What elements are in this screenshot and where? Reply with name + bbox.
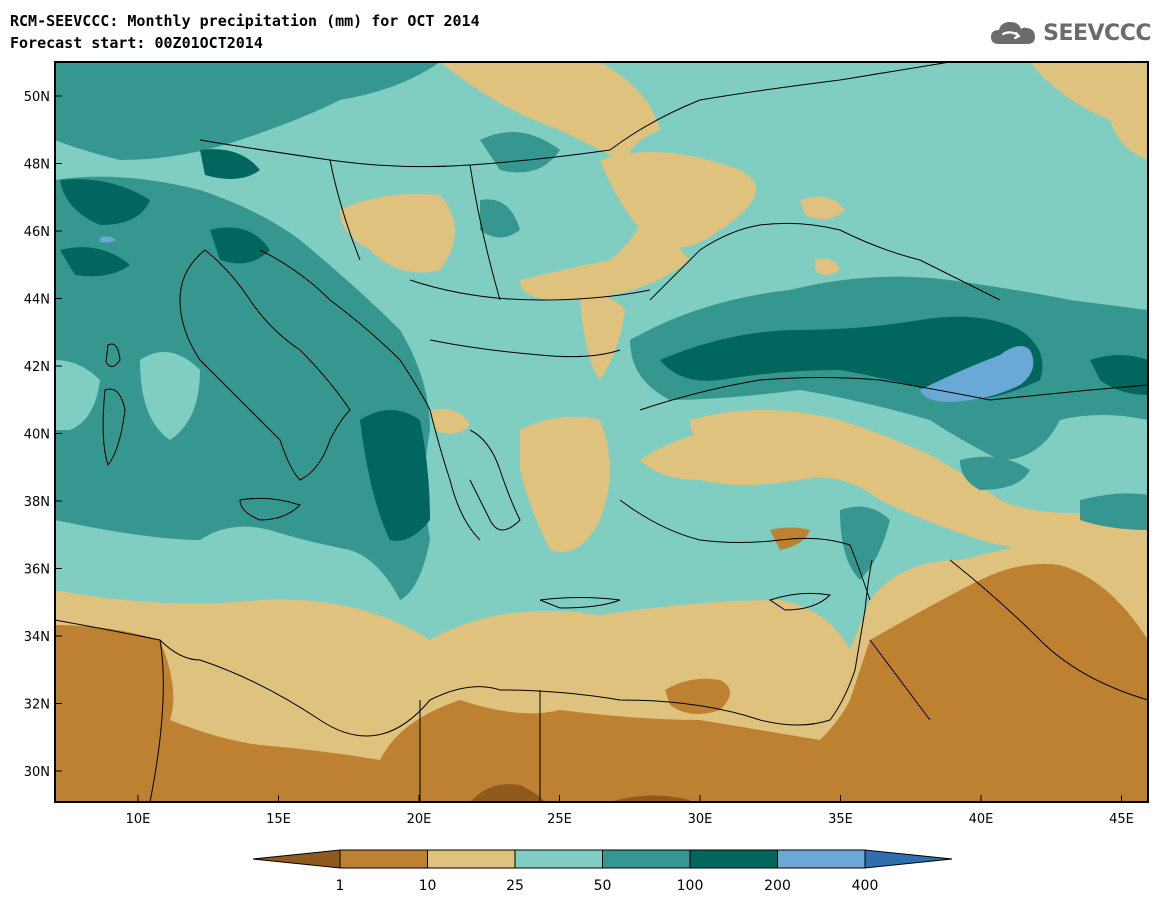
colorbar-label: 400 [852,878,879,894]
colorbar-label: 10 [419,878,437,894]
lon-tick-label: 20E [407,812,432,827]
longitude-axis: 10E 15E 20E 25E 30E 35E 40E 45E [126,795,1134,827]
colorbar-swatch [427,849,516,869]
lat-tick-label: 32N [24,698,50,713]
lat-tick-label: 36N [24,563,50,578]
precipitation-field [55,62,1148,802]
lon-tick-label: 40E [969,812,994,827]
colorbar-swatch [602,849,691,869]
colorbar-legend: 1 10 25 50 100 200 400 [252,849,953,894]
colorbar-over-triangle [864,849,953,869]
forecast-start-subtitle: Forecast start: 00Z01OCT2014 [10,34,263,52]
colorbar-label: 200 [764,878,791,894]
lon-tick-label: 10E [126,812,151,827]
colorbar-label: 1 [336,878,345,894]
lat-tick-label: 30N [24,765,50,780]
lat-tick-label: 42N [24,360,50,375]
lon-tick-label: 25E [547,812,572,827]
lon-tick-label: 30E [688,812,713,827]
lat-tick-label: 44N [24,293,50,308]
lat-tick-label: 50N [24,90,50,105]
lon-tick-label: 45E [1109,812,1134,827]
lat-tick-label: 48N [24,158,50,173]
colorbar-swatch [514,849,603,869]
seevccc-logo: SEEVCCC [989,18,1151,48]
lon-tick-label: 35E [828,812,853,827]
logo-text: SEEVCCC [1043,20,1151,46]
map-frame [54,61,1149,803]
colorbar-swatch [777,849,866,869]
latitude-axis: 50N 48N 46N 44N 42N 40N 38N 36N 34N 32N 30N [24,90,62,780]
colorbar-under-triangle [252,849,341,869]
colorbar-swatch [689,849,778,869]
colorbar-swatch [339,849,428,869]
map-title: RCM-SEEVCCC: Monthly precipitation (mm) … [10,12,480,30]
cloud-icon [991,22,1036,44]
lon-tick-label: 15E [266,812,291,827]
colorbar-label: 50 [594,878,612,894]
lat-tick-label: 46N [24,225,50,240]
lat-tick-label: 38N [24,495,50,510]
coastlines [55,62,1148,802]
lat-tick-label: 40N [24,428,50,443]
colorbar-label: 25 [506,878,524,894]
lat-tick-label: 34N [24,630,50,645]
colorbar-label: 100 [677,878,704,894]
